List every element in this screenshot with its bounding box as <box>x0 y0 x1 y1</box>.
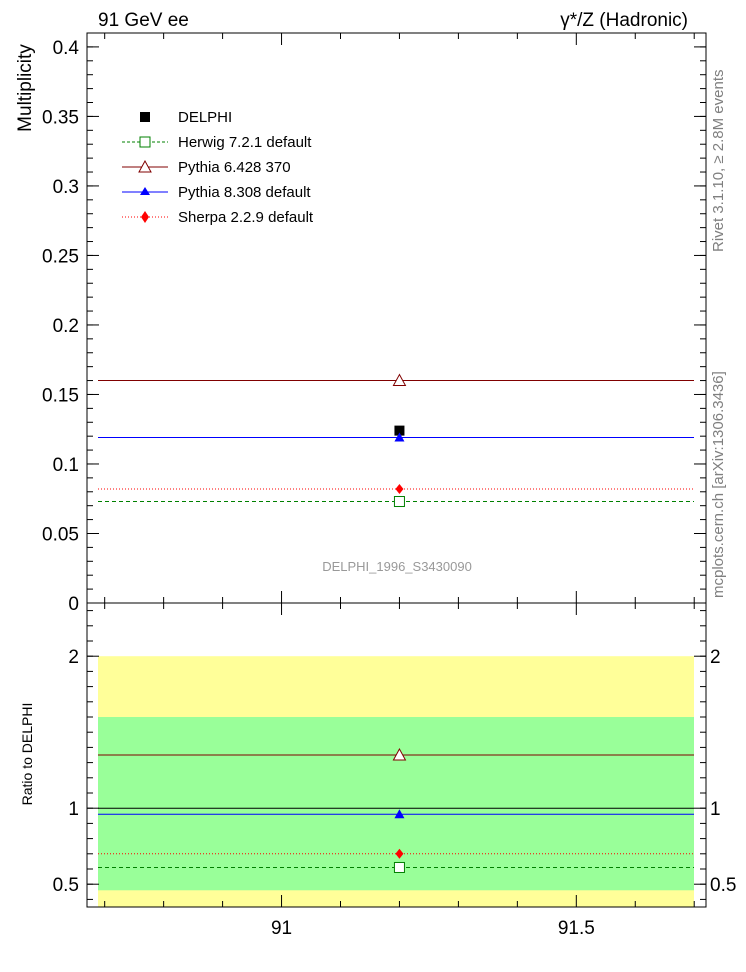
main-ytick-label: 0.3 <box>53 177 79 198</box>
ratio-ytick-label: 1 <box>68 799 79 820</box>
point-pythia6 <box>392 373 407 387</box>
main-ytick-label: 0 <box>68 594 79 615</box>
legend-marker-sherpa <box>141 211 149 223</box>
ratio-ytick-label: 0.5 <box>53 875 79 896</box>
main-panel <box>98 373 694 508</box>
legend-marker-herwig <box>139 136 151 148</box>
main-ytick-label: 0.2 <box>53 316 79 337</box>
ratio-ytick-label-right: 2 <box>710 647 721 668</box>
ratio-ytick-label: 2 <box>68 647 79 668</box>
main-ytick-label: 0.25 <box>42 246 79 267</box>
main-ytick-label: 0.4 <box>53 38 80 59</box>
uncertainty-band-inner <box>98 717 694 891</box>
ratio-axis: 0.5 0.5 1 1 2 2 91 91.5 <box>53 602 736 939</box>
point-delphi <box>394 425 405 436</box>
main-ytick-label: 0.15 <box>42 385 79 406</box>
main-ytick-label: 0.35 <box>42 107 79 128</box>
ratio-point-sherpa <box>395 848 404 859</box>
legend-label-herwig: Herwig 7.2.1 default <box>178 134 312 151</box>
ratio-point-pythia6 <box>392 747 407 761</box>
ratio-ytick-label-right: 1 <box>710 799 721 820</box>
legend: DELPHI Herwig 7.2.1 default Pythia 6.428… <box>122 109 314 226</box>
ratio-panel <box>98 656 694 907</box>
rivet-version-label: Rivet 3.1.10, ≥ 2.8M events <box>710 70 727 253</box>
main-ytick-label: 0.1 <box>53 455 79 476</box>
legend-label-pythia6: Pythia 6.428 370 <box>178 159 291 176</box>
plot-header-right: γ*/Z (Hadronic) <box>560 10 688 31</box>
ratio-point-pythia8 <box>394 809 405 819</box>
legend-marker-pythia8 <box>140 187 150 195</box>
ratio-point-herwig <box>393 861 405 873</box>
ratio-ylabel: Ratio to DELPHI <box>19 703 35 806</box>
legend-marker-pythia6 <box>138 159 152 173</box>
main-axis: 0 0.05 0.1 0.15 0.2 0.25 0.3 0.35 0.4 <box>42 32 707 615</box>
point-pythia8 <box>394 432 405 442</box>
point-sherpa <box>395 484 404 494</box>
legend-marker-delphi <box>140 112 150 122</box>
ratio-frame <box>86 602 707 908</box>
main-ytick-label: 0.05 <box>42 524 79 545</box>
plot-header-left: 91 GeV ee <box>98 10 189 31</box>
legend-label-sherpa: Sherpa 2.2.9 default <box>178 209 314 226</box>
ratio-ytick-label-right: 0.5 <box>710 875 736 896</box>
mcplots-label: mcplots.cern.ch [arXiv:1306.3436] <box>710 371 727 598</box>
point-herwig <box>393 496 405 508</box>
legend-label-delphi: DELPHI <box>178 109 232 126</box>
legend-label-pythia8: Pythia 8.308 default <box>178 184 311 201</box>
main-ylabel: Multiplicity <box>15 44 36 132</box>
analysis-watermark: DELPHI_1996_S3430090 <box>322 559 472 574</box>
xtick-label: 91.5 <box>558 918 595 939</box>
xtick-label: 91 <box>271 918 292 939</box>
